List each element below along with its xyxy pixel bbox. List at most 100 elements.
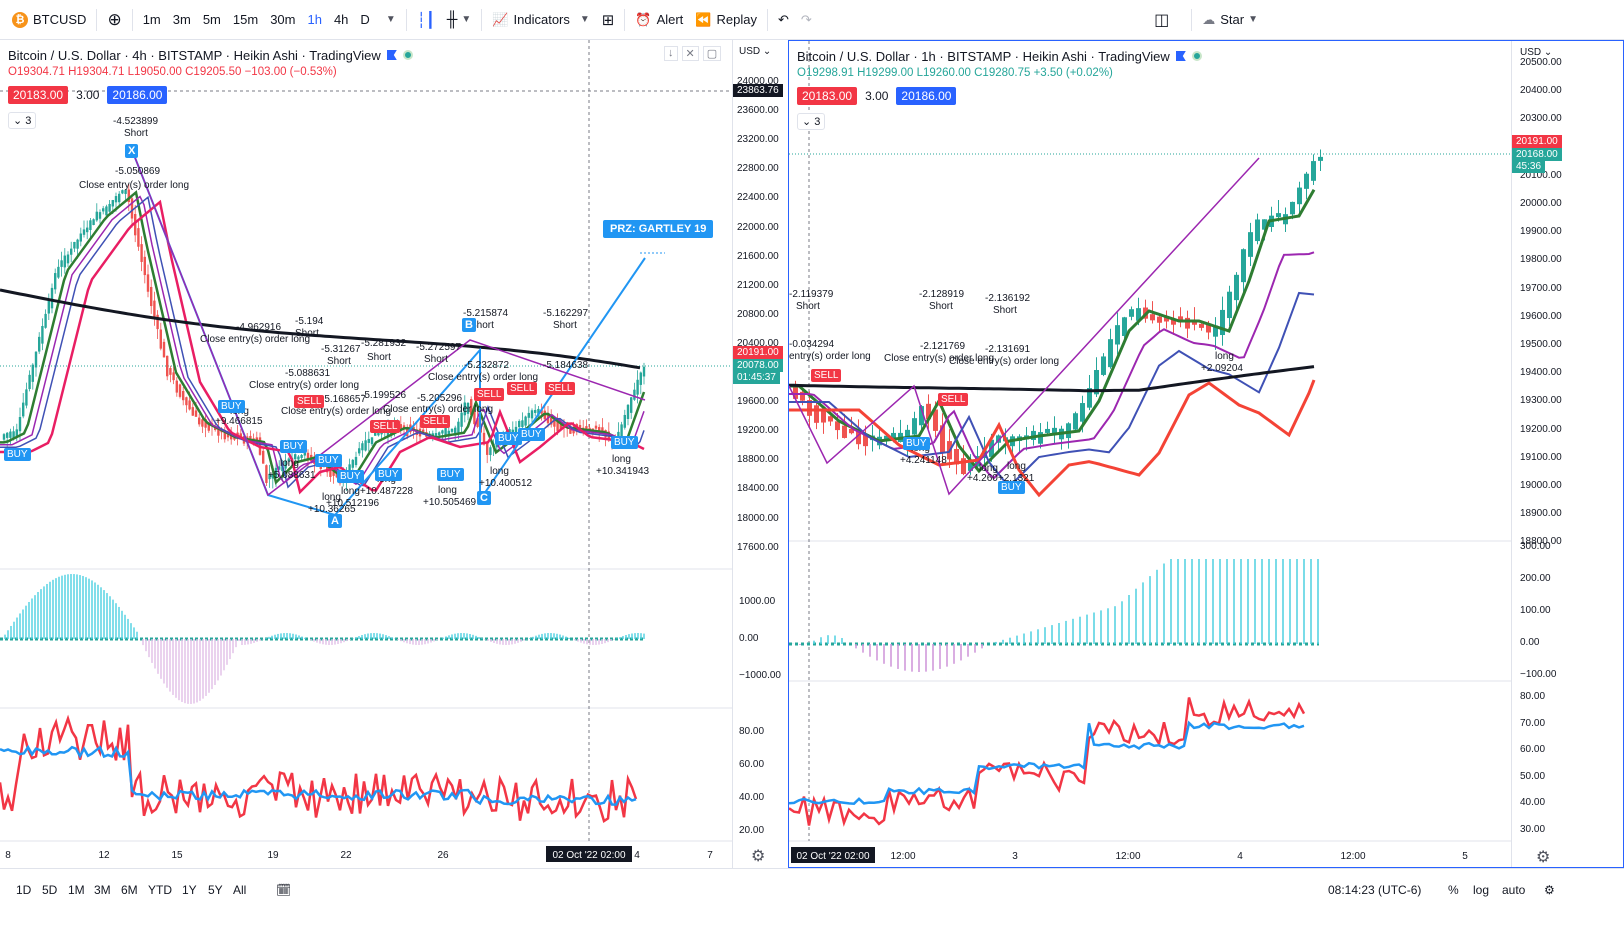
candle-body bbox=[521, 420, 524, 428]
candle-body bbox=[143, 256, 146, 276]
bitcoin-icon: ₿ bbox=[12, 11, 28, 28]
candle-body bbox=[450, 428, 454, 432]
range-5d[interactable]: 5D bbox=[42, 883, 58, 897]
move-down-icon[interactable]: ↓ bbox=[664, 46, 678, 61]
candle-body bbox=[1297, 187, 1302, 205]
candle-body bbox=[175, 380, 178, 393]
chart-pane-left[interactable]: 8 12 15 19 22 26 4 7 02 Oct '22 02:00 Bitcoin / … bbox=[0, 40, 732, 868]
strategy-annotation: +10.505469 bbox=[423, 497, 477, 508]
range-5y[interactable]: 5Y bbox=[208, 883, 223, 897]
range-3m[interactable]: 3M bbox=[94, 883, 111, 897]
auto-toggle[interactable]: auto bbox=[1502, 883, 1526, 897]
compare-button[interactable]: ⊕ bbox=[101, 5, 127, 35]
redo-button[interactable]: ↷ bbox=[795, 5, 818, 35]
percent-toggle[interactable]: % bbox=[1448, 883, 1459, 897]
alert-button[interactable]: ⏰ Alert bbox=[629, 5, 689, 35]
interval-5m[interactable]: 5m bbox=[202, 12, 221, 27]
undo-button[interactable]: ↶ bbox=[772, 5, 795, 35]
interval-4h[interactable]: 4h bbox=[333, 12, 349, 27]
maximize-icon[interactable]: ▢ bbox=[702, 46, 722, 61]
candle-body bbox=[489, 447, 492, 456]
candle-body bbox=[633, 389, 636, 400]
buy-signal: BUY bbox=[375, 468, 402, 481]
strategy-annotation: Short bbox=[295, 328, 319, 339]
gear-icon[interactable]: ⚙ bbox=[751, 848, 766, 865]
candle-body bbox=[204, 419, 207, 428]
candle-body bbox=[121, 190, 124, 194]
symbol-search-button[interactable]: ₿ BTCUSD bbox=[6, 5, 92, 35]
bottom-toolbar: 1D 5D 1M 3M 6M YTD 1Y 5Y All 🗓 08:14:23 (UTC-6) … bbox=[0, 868, 1624, 934]
strategy-annotation: long bbox=[1007, 461, 1026, 472]
last-price-tag: 20191.00 bbox=[1512, 135, 1562, 148]
interval-30m[interactable]: 30m bbox=[270, 12, 296, 27]
indicators-button[interactable]: 📈 Indicators ▼ bbox=[486, 5, 595, 35]
interval-15m[interactable]: 15m bbox=[232, 12, 259, 27]
layout-select-button[interactable]: ◫ bbox=[1148, 5, 1175, 35]
range-1m[interactable]: 1M bbox=[68, 883, 85, 897]
divider bbox=[624, 8, 626, 31]
clock-label[interactable]: 08:14:23 (UTC-6) bbox=[1328, 883, 1422, 897]
chart-canvas-right[interactable]: 12:00 3 12:00 4 12:00 5 02 Oct '22 02:00 bbox=[789, 41, 1623, 867]
candle-body bbox=[60, 260, 63, 267]
candle-body bbox=[22, 402, 25, 417]
indicators-collapse-right[interactable]: ⌄ 3 bbox=[797, 113, 826, 130]
candle-body bbox=[156, 314, 159, 330]
bid-price[interactable]: 20183.00 bbox=[797, 87, 858, 105]
candle-body bbox=[434, 433, 438, 437]
price-axis-right[interactable]: USD ⌄ 20191.00 20168.00 45:36 20500.00 20… bbox=[1511, 41, 1623, 867]
candle-body bbox=[335, 471, 338, 478]
currency-selector-left[interactable]: USD ⌄ bbox=[739, 46, 772, 57]
price-tick-label: 19600.00 bbox=[1520, 310, 1562, 322]
range-1d[interactable]: 1D bbox=[16, 883, 32, 897]
rsi-tick-label: 60.00 bbox=[739, 759, 765, 770]
bar-style-button[interactable]: ┆┃ bbox=[411, 5, 441, 35]
price-tick-label: 18800.00 bbox=[1520, 536, 1562, 548]
rsi-red-line bbox=[789, 697, 1306, 827]
settings-icon[interactable]: ⚙ bbox=[1544, 883, 1555, 897]
cloud-save-button[interactable]: ☁ Star ▼ bbox=[1196, 5, 1264, 35]
interval-3m[interactable]: 3m bbox=[172, 12, 191, 27]
candle-style-button[interactable]: ╫ ▼ bbox=[441, 5, 478, 35]
candle-body bbox=[361, 443, 364, 451]
interval-d[interactable]: D bbox=[360, 12, 370, 27]
chart-pane-right[interactable]: 12:00 3 12:00 4 12:00 5 02 Oct '22 02:00 Bitco… bbox=[788, 40, 1624, 868]
price-tick-label: 21200.00 bbox=[737, 279, 779, 291]
range-1y[interactable]: 1Y bbox=[182, 883, 197, 897]
layout-button[interactable]: ⊞ bbox=[596, 5, 621, 35]
chevron-down-icon: ▼ bbox=[1248, 14, 1258, 25]
calendar-icon[interactable]: 🗓 bbox=[276, 883, 292, 897]
rsi-tick-label: 80.00 bbox=[1520, 691, 1546, 702]
price-tick-label: 23200.00 bbox=[737, 134, 779, 146]
split-layout-icon: ◫ bbox=[1154, 11, 1170, 29]
range-all[interactable]: All bbox=[233, 883, 247, 897]
price-axis-left[interactable]: USD ⌄ 23863.76 20191.00 20078.00 01:45:3… bbox=[732, 40, 788, 868]
price-tick-label: 19600.00 bbox=[737, 396, 779, 408]
range-ytd[interactable]: YTD bbox=[148, 883, 172, 897]
close-icon[interactable]: ✕ bbox=[681, 46, 699, 61]
candle-body bbox=[518, 420, 521, 428]
candle-body bbox=[617, 431, 620, 440]
strategy-annotation: Short bbox=[327, 356, 351, 367]
candle-body bbox=[332, 470, 335, 476]
candle-body bbox=[642, 366, 646, 377]
ask-price[interactable]: 20186.00 bbox=[896, 87, 957, 105]
interval-1h[interactable]: 1h bbox=[307, 12, 322, 27]
bid-price[interactable]: 20183.00 bbox=[8, 86, 69, 104]
range-6m[interactable]: 6M bbox=[121, 883, 138, 897]
currency-selector-right[interactable]: USD ⌄ bbox=[1520, 47, 1553, 58]
replay-button[interactable]: ⏪ Replay bbox=[689, 5, 763, 35]
interval-1m[interactable]: 1m bbox=[142, 12, 161, 27]
gear-icon[interactable]: ⚙ bbox=[1536, 849, 1551, 866]
indicators-collapse-left[interactable]: ⌄ 3 bbox=[8, 112, 37, 129]
candle-body bbox=[1318, 156, 1323, 161]
buy-signal: BUY bbox=[315, 454, 342, 467]
ask-price[interactable]: 20186.00 bbox=[107, 86, 168, 104]
candle-body bbox=[9, 431, 12, 438]
log-toggle[interactable]: log bbox=[1473, 883, 1490, 897]
interval-dropdown[interactable]: ▼ bbox=[376, 5, 402, 35]
candle-body bbox=[598, 426, 601, 433]
candle-body bbox=[178, 384, 182, 397]
candle-body bbox=[146, 274, 150, 292]
time-tick-label: 12 bbox=[98, 850, 110, 861]
candle-body bbox=[821, 411, 826, 423]
